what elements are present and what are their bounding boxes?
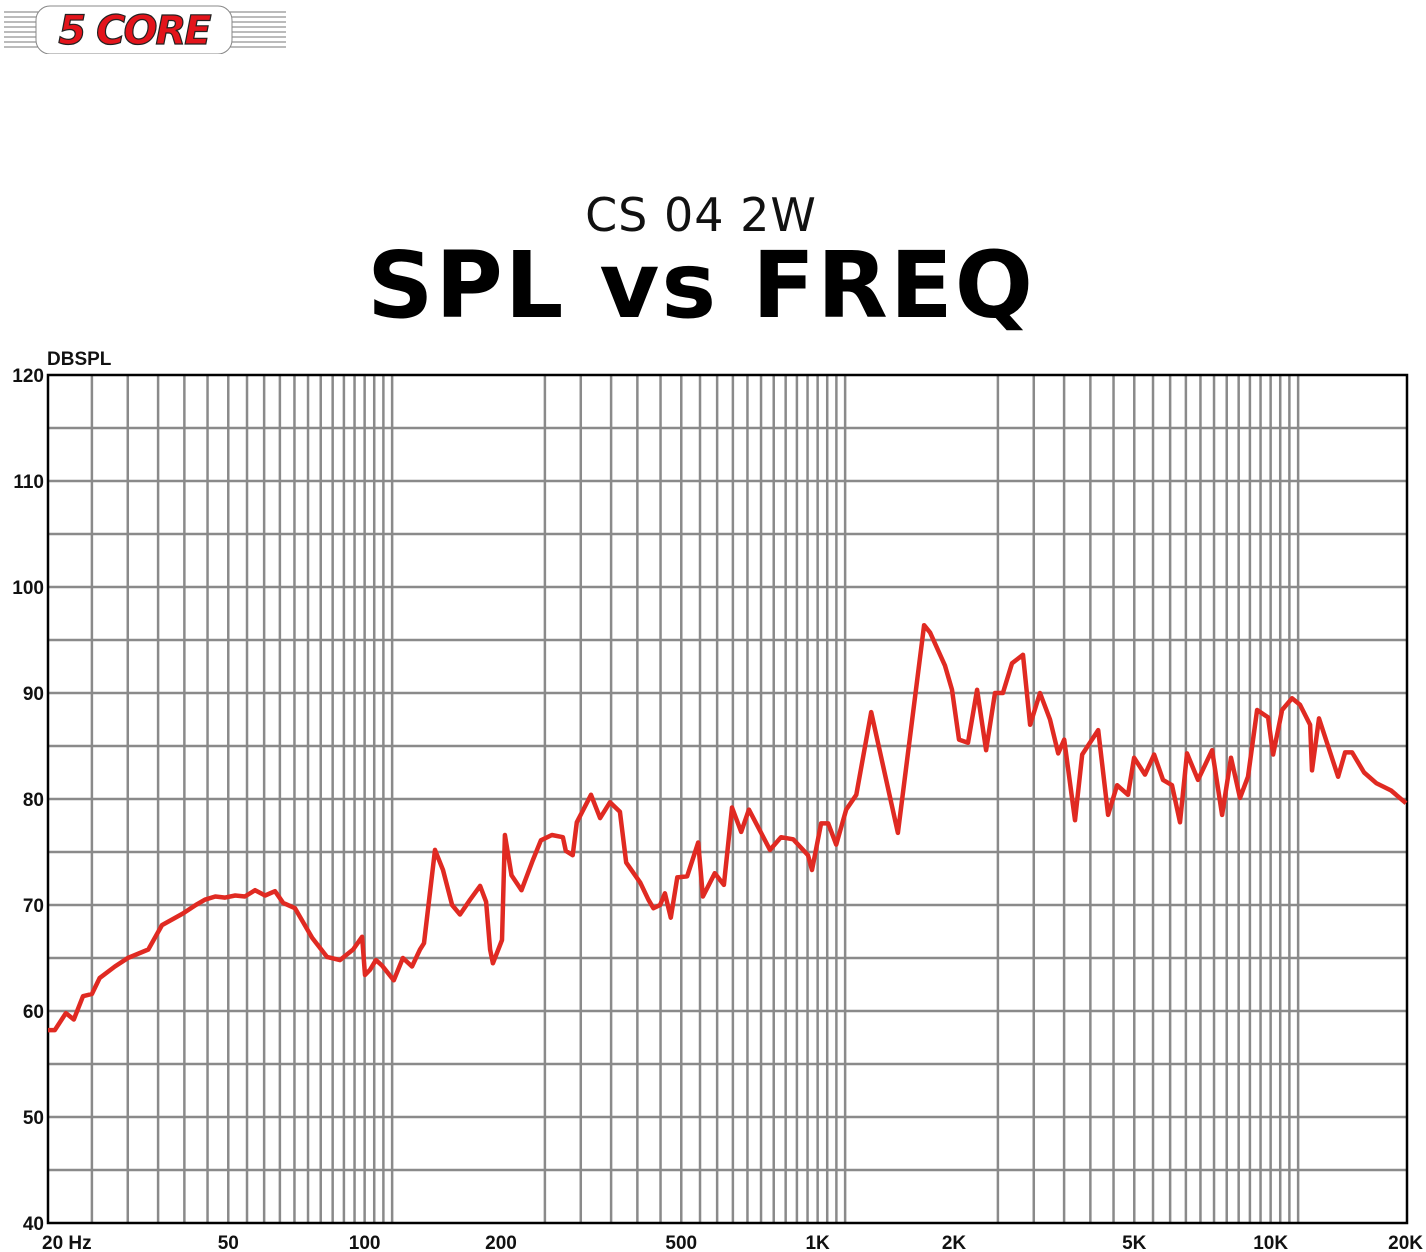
y-tick-label: 60	[23, 1002, 44, 1023]
x-tick-label: 50	[218, 1233, 239, 1252]
y-axis-label: DBSPL	[47, 349, 112, 370]
x-tick-label: 10K	[1253, 1233, 1288, 1252]
svg-text:5 CORE: 5 CORE	[58, 8, 211, 54]
y-tick-label: 110	[13, 472, 44, 493]
y-tick-label: 70	[23, 896, 44, 917]
x-tick-label: 2K	[942, 1233, 967, 1252]
x-tick-labels: 20 Hz 50 100 200 500 1K 2K 5K 10K 20K	[42, 1233, 1423, 1252]
y-tick-label: 120	[12, 366, 44, 387]
chart-title: SPL vs FREQ	[367, 232, 1035, 339]
x-tick-label: 20K	[1388, 1233, 1423, 1252]
grid-lines	[48, 375, 1407, 1223]
brand-logo: 5 CORE	[4, 5, 286, 54]
x-tick-label: 20 Hz	[42, 1233, 92, 1252]
chart-subtitle: CS 04 2W	[585, 188, 817, 242]
x-tick-label: 100	[349, 1233, 381, 1252]
y-tick-label: 90	[23, 684, 44, 705]
x-tick-label: 500	[665, 1233, 697, 1252]
y-tick-label: 100	[12, 578, 44, 599]
spl-curve	[48, 622, 1408, 1033]
y-tick-label: 40	[23, 1214, 44, 1235]
y-tick-label: 50	[23, 1108, 44, 1129]
y-tick-label: 80	[23, 790, 44, 811]
x-tick-label: 5K	[1122, 1233, 1147, 1252]
x-tick-label: 1K	[805, 1233, 830, 1252]
plot-frame	[46, 373, 1409, 1225]
x-tick-label: 200	[485, 1233, 517, 1252]
y-tick-labels: 120 110 100 90 80 70 60 50 40	[12, 366, 44, 1235]
